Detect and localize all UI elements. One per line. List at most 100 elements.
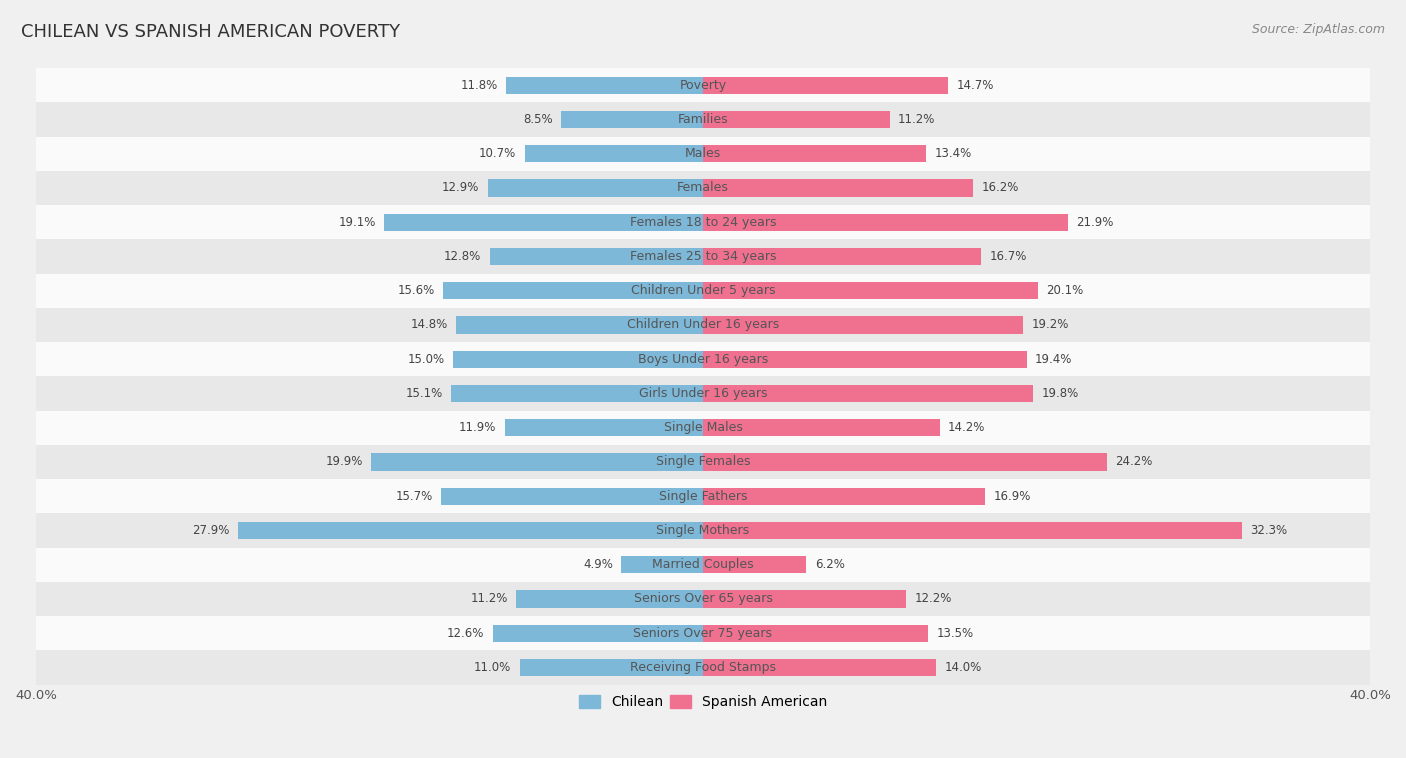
Text: 19.1%: 19.1% <box>339 216 377 229</box>
Text: 6.2%: 6.2% <box>814 558 845 572</box>
Text: 19.9%: 19.9% <box>325 456 363 468</box>
Text: Single Fathers: Single Fathers <box>659 490 747 503</box>
Text: 15.0%: 15.0% <box>408 352 444 365</box>
Bar <box>703 180 973 196</box>
Text: Children Under 5 years: Children Under 5 years <box>631 284 775 297</box>
Bar <box>494 625 703 642</box>
Text: 12.8%: 12.8% <box>444 250 481 263</box>
Text: Single Males: Single Males <box>664 421 742 434</box>
Bar <box>703 77 948 94</box>
Bar <box>524 145 703 162</box>
Bar <box>703 111 890 128</box>
Text: 21.9%: 21.9% <box>1077 216 1114 229</box>
Bar <box>37 240 1369 274</box>
Bar <box>37 376 1369 411</box>
Bar <box>37 68 1369 102</box>
Text: Males: Males <box>685 147 721 160</box>
Text: Boys Under 16 years: Boys Under 16 years <box>638 352 768 365</box>
Text: Seniors Over 75 years: Seniors Over 75 years <box>634 627 772 640</box>
Bar <box>37 205 1369 240</box>
Bar <box>703 522 1241 539</box>
Text: 11.8%: 11.8% <box>461 79 498 92</box>
Bar <box>37 582 1369 616</box>
Bar <box>441 487 703 505</box>
Bar <box>37 445 1369 479</box>
Bar <box>703 625 928 642</box>
Text: 13.5%: 13.5% <box>936 627 973 640</box>
Text: 32.3%: 32.3% <box>1250 524 1286 537</box>
Bar <box>703 659 936 676</box>
Bar <box>703 248 981 265</box>
Text: 16.7%: 16.7% <box>990 250 1028 263</box>
Bar <box>37 136 1369 171</box>
Text: 19.8%: 19.8% <box>1042 387 1078 400</box>
Text: 24.2%: 24.2% <box>1115 456 1153 468</box>
Text: 14.8%: 14.8% <box>411 318 449 331</box>
Bar <box>703 556 807 573</box>
Bar <box>238 522 703 539</box>
Bar <box>703 453 1107 471</box>
Text: Single Females: Single Females <box>655 456 751 468</box>
Text: 19.2%: 19.2% <box>1032 318 1069 331</box>
Bar <box>456 316 703 334</box>
Bar <box>516 590 703 607</box>
Bar <box>703 145 927 162</box>
Bar <box>37 171 1369 205</box>
Bar <box>703 487 984 505</box>
Bar <box>37 342 1369 376</box>
Text: Receiving Food Stamps: Receiving Food Stamps <box>630 661 776 674</box>
Text: 27.9%: 27.9% <box>193 524 229 537</box>
Text: 16.2%: 16.2% <box>981 181 1019 195</box>
Bar <box>37 479 1369 513</box>
Text: Single Mothers: Single Mothers <box>657 524 749 537</box>
Bar <box>561 111 703 128</box>
Text: Children Under 16 years: Children Under 16 years <box>627 318 779 331</box>
Text: 14.7%: 14.7% <box>956 79 994 92</box>
Text: Females: Females <box>678 181 728 195</box>
Bar <box>37 411 1369 445</box>
Bar <box>37 102 1369 136</box>
Text: 15.6%: 15.6% <box>398 284 434 297</box>
Bar <box>703 282 1038 299</box>
Bar <box>37 308 1369 342</box>
Legend: Chilean, Spanish American: Chilean, Spanish American <box>574 690 832 715</box>
Text: 14.0%: 14.0% <box>945 661 981 674</box>
Text: Seniors Over 65 years: Seniors Over 65 years <box>634 593 772 606</box>
Text: 12.9%: 12.9% <box>441 181 479 195</box>
Text: 14.2%: 14.2% <box>948 421 986 434</box>
Text: Source: ZipAtlas.com: Source: ZipAtlas.com <box>1251 23 1385 36</box>
Bar <box>703 385 1033 402</box>
Bar <box>703 316 1024 334</box>
Text: 11.9%: 11.9% <box>458 421 496 434</box>
Bar <box>37 547 1369 582</box>
Bar <box>703 419 939 437</box>
Bar <box>37 650 1369 684</box>
Bar <box>453 351 703 368</box>
Text: CHILEAN VS SPANISH AMERICAN POVERTY: CHILEAN VS SPANISH AMERICAN POVERTY <box>21 23 401 41</box>
Text: 20.1%: 20.1% <box>1046 284 1084 297</box>
Text: 8.5%: 8.5% <box>523 113 553 126</box>
Text: 10.7%: 10.7% <box>479 147 516 160</box>
Bar <box>451 385 703 402</box>
Bar <box>37 513 1369 547</box>
Text: 11.0%: 11.0% <box>474 661 512 674</box>
Text: 11.2%: 11.2% <box>471 593 508 606</box>
Bar <box>489 248 703 265</box>
Bar <box>37 616 1369 650</box>
Text: Females 18 to 24 years: Females 18 to 24 years <box>630 216 776 229</box>
Bar <box>703 590 907 607</box>
Bar <box>703 214 1069 230</box>
Text: 19.4%: 19.4% <box>1035 352 1073 365</box>
Text: 12.2%: 12.2% <box>915 593 952 606</box>
Bar <box>37 274 1369 308</box>
Bar <box>520 659 703 676</box>
Text: Poverty: Poverty <box>679 79 727 92</box>
Text: 4.9%: 4.9% <box>583 558 613 572</box>
Bar <box>621 556 703 573</box>
Bar <box>384 214 703 230</box>
Bar <box>488 180 703 196</box>
Text: 13.4%: 13.4% <box>935 147 972 160</box>
Text: 16.9%: 16.9% <box>993 490 1031 503</box>
Bar <box>505 419 703 437</box>
Text: 15.1%: 15.1% <box>405 387 443 400</box>
